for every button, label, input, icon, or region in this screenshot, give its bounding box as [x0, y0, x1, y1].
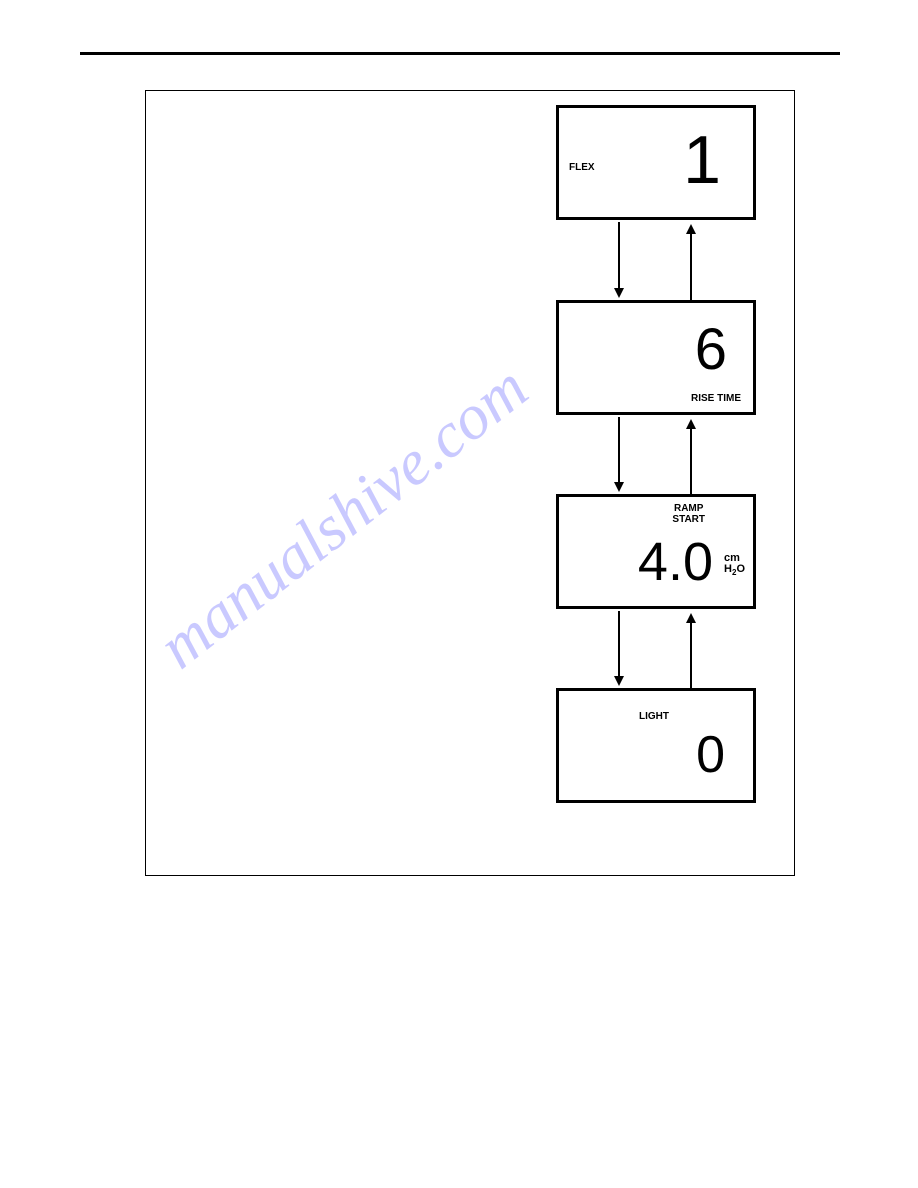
light-label: LIGHT: [639, 711, 669, 722]
display-panel-flex: FLEX 1: [556, 105, 756, 220]
arrow-down-3: [618, 611, 620, 679]
rampstart-label: RAMPSTART: [672, 503, 705, 525]
flex-value: 1: [683, 126, 721, 194]
arrow-down-2: [618, 417, 620, 485]
arrow-down-head-3: [614, 676, 624, 686]
flex-label: FLEX: [569, 162, 595, 173]
arrow-down-1: [618, 222, 620, 290]
risetime-label: RISE TIME: [691, 393, 741, 404]
display-panel-risetime: 6 RISE TIME: [556, 300, 756, 415]
arrow-up-head-2: [686, 419, 696, 429]
top-rule: [80, 52, 840, 55]
arrow-down-head-2: [614, 482, 624, 492]
arrow-up-3: [690, 621, 692, 689]
arrow-up-head-1: [686, 224, 696, 234]
risetime-value: 6: [695, 321, 727, 379]
arrow-up-1: [690, 232, 692, 300]
arrow-down-head-1: [614, 288, 624, 298]
arrow-up-head-3: [686, 613, 696, 623]
rampstart-unit: cmH2O: [724, 553, 745, 577]
display-panel-rampstart: RAMPSTART 4.0 cmH2O: [556, 494, 756, 609]
display-panel-light: LIGHT 0: [556, 688, 756, 803]
rampstart-value: 4.0: [638, 531, 713, 593]
light-value: 0: [696, 729, 725, 781]
arrow-up-2: [690, 427, 692, 495]
